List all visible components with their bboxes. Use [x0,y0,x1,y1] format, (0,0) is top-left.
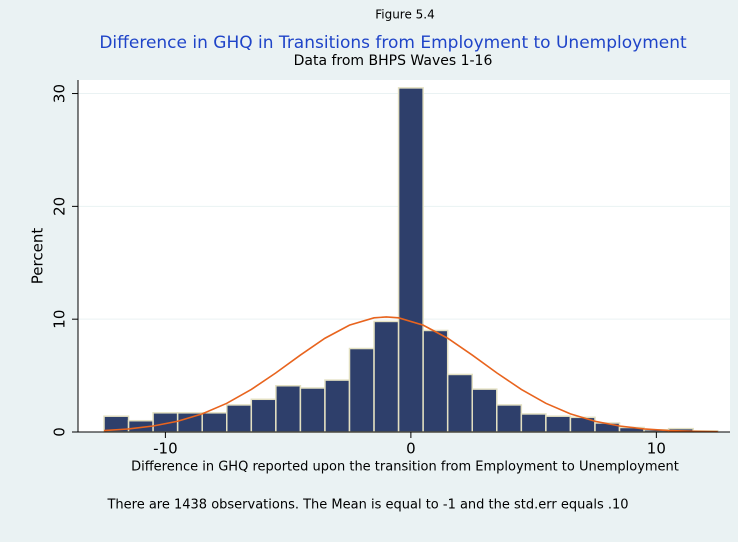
y-tick-label: 20 [51,197,69,216]
bar [422,329,449,433]
density-line [103,316,718,433]
bar [496,404,523,433]
bar [471,388,498,433]
y-tick-label: 30 [51,84,69,103]
bar [299,387,326,433]
x-axis-title: Difference in GHQ reported upon the tran… [131,460,679,475]
chart-subtitle: Data from BHPS Waves 1-16 [294,53,493,69]
note: There are 1438 observations. The Mean is… [106,498,628,513]
bar [275,384,302,433]
figure-label: Figure 5.4 [375,8,435,22]
bar [250,398,277,433]
bar [446,373,473,433]
y-tick-label: 0 [51,427,69,437]
chart-title: Difference in GHQ in Transitions from Em… [99,33,687,53]
bar [226,404,253,433]
y-axis-title: Percent [29,228,47,285]
x-tick-label: 0 [406,440,416,458]
bar [397,87,424,433]
bar [201,412,228,433]
bar [348,347,375,433]
x-tick-label: 10 [647,440,666,458]
y-tick-label: 10 [51,310,69,329]
bar [520,413,547,433]
bar [324,379,351,433]
bar [373,320,400,433]
x-tick-label: -10 [153,440,178,458]
bar [545,415,572,433]
